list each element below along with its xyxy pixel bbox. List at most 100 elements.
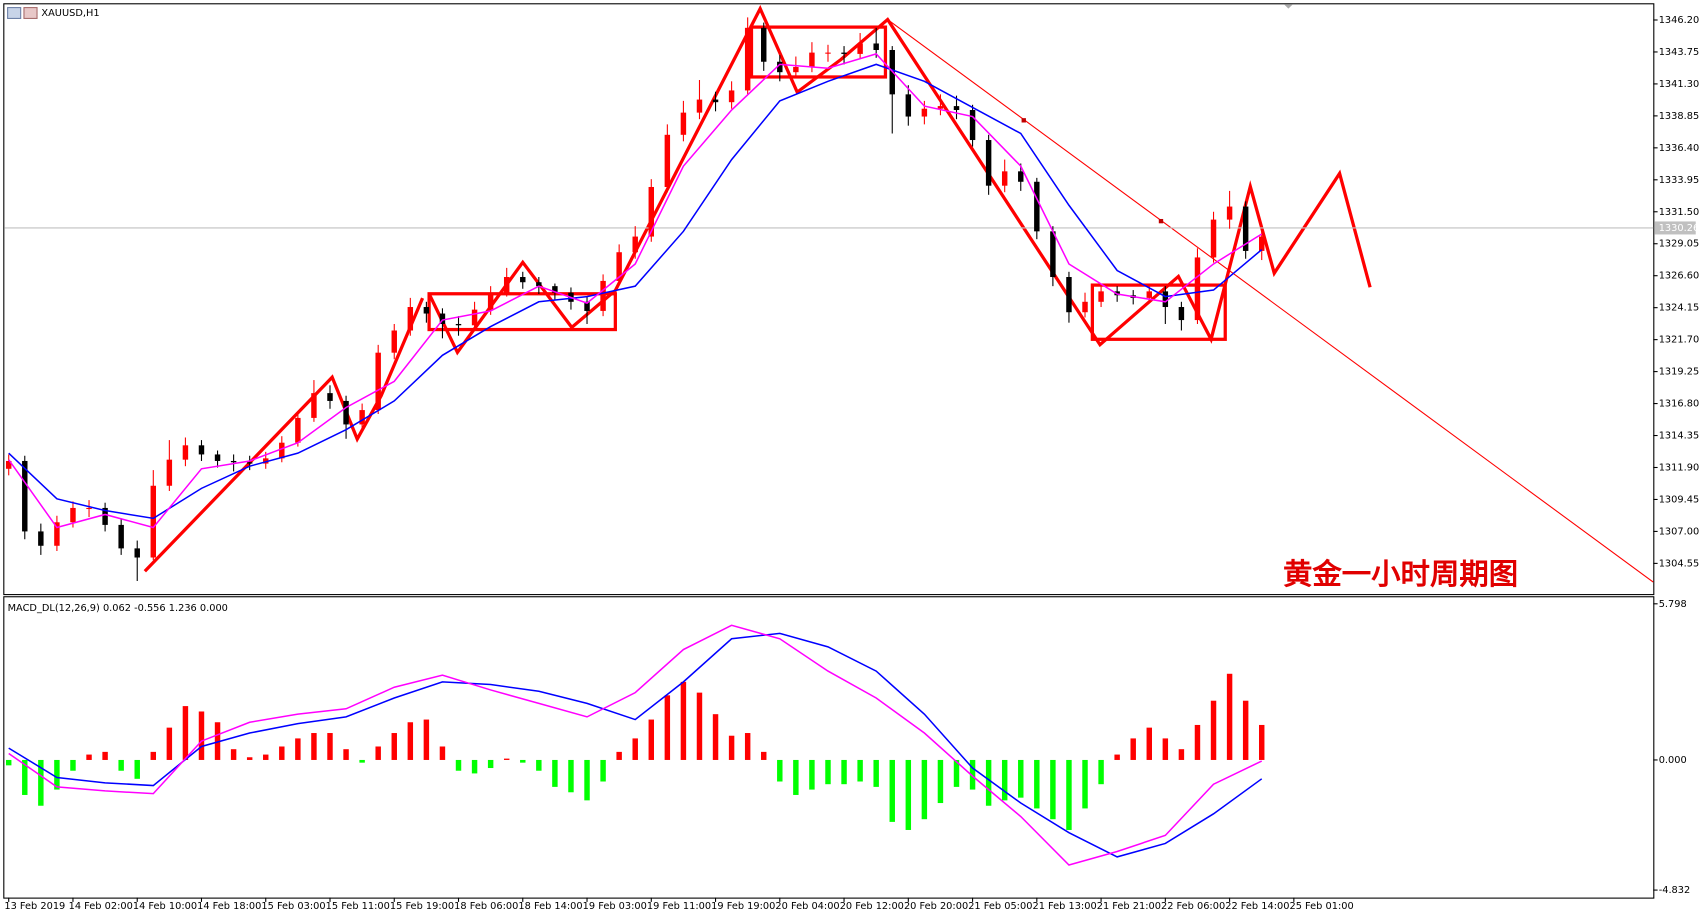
macd-bar (1130, 738, 1136, 760)
candle-body (552, 286, 558, 293)
x-tick-label: 18 Feb 06:00 (454, 901, 518, 912)
candle-body (1210, 219, 1217, 258)
candle-body (1001, 171, 1008, 186)
y-tick-label: 1319.25 (1659, 367, 1699, 378)
x-tick-label: 19 Feb 19:00 (711, 901, 775, 912)
macd-bar (1242, 700, 1249, 760)
macd-bar (503, 758, 510, 760)
candle-body (423, 307, 430, 314)
trend-anchor (1158, 218, 1164, 224)
candle-body (969, 110, 976, 141)
macd-bar (198, 711, 205, 760)
candle-body (279, 442, 285, 459)
macd-bar (54, 759, 60, 790)
candle-body (471, 309, 478, 326)
candle-body (38, 531, 44, 546)
x-tick-label: 21 Feb 13:00 (1032, 901, 1096, 912)
y-tick-label: 1321.70 (1659, 335, 1699, 346)
y-tick-label: 1346.20 (1659, 15, 1699, 26)
macd-bar (1226, 673, 1233, 760)
candle-body (873, 43, 879, 50)
candle-body (198, 445, 205, 455)
candle-body (664, 134, 671, 187)
candle-body (1066, 277, 1072, 313)
candle-body (246, 462, 253, 464)
y-tick-label: 1316.80 (1659, 399, 1699, 410)
candle-body (182, 445, 189, 460)
x-tick-label: 22 Feb 14:00 (1225, 901, 1289, 912)
candle-body (1082, 301, 1088, 313)
y-tick-label: 1329.05 (1659, 239, 1699, 250)
macd-bar (520, 759, 526, 763)
macd-bar (1194, 724, 1201, 760)
candle-body (905, 94, 912, 117)
candle-body (391, 330, 397, 353)
y-tick-label: 1338.85 (1659, 111, 1699, 122)
candle-body (230, 460, 237, 463)
macd-bar (680, 681, 687, 760)
candle-body (343, 400, 349, 425)
chart-annotation: 黄金一小时周期图 (1283, 557, 1518, 591)
x-tick-label: 15 Feb 03:00 (261, 901, 325, 912)
macd-bar (953, 759, 960, 787)
candle-body (520, 277, 526, 283)
y-tick-label: 1336.40 (1659, 143, 1699, 154)
macd-bar (487, 759, 494, 769)
candle-body (648, 186, 655, 237)
macd-bar (150, 751, 157, 760)
macd-bar (246, 757, 253, 760)
macd-bar (118, 759, 124, 771)
candle-body (118, 524, 124, 549)
x-tick-label: 20 Feb 12:00 (840, 901, 904, 912)
macd-label: MACD_DL(12,26,9) 0.062 -0.556 1.236 0.00… (8, 603, 228, 614)
trend-anchor (1021, 118, 1026, 123)
macd-panel (3, 596, 1655, 899)
macd-bar (407, 722, 414, 760)
candle-body (1034, 181, 1040, 232)
candle-body (841, 52, 847, 54)
candle-body (696, 99, 703, 113)
y-tick-label: 1304.55 (1659, 558, 1699, 569)
candle-body (1162, 291, 1169, 308)
macd-bar (728, 735, 735, 760)
macd-bar (568, 759, 574, 793)
candle-body (857, 43, 863, 54)
macd-bar (1098, 759, 1104, 785)
candle-body (86, 507, 92, 510)
candle-body (744, 27, 751, 91)
x-tick-label: 13 Feb 2019 (4, 901, 65, 912)
x-tick-label: 21 Feb 05:00 (968, 901, 1032, 912)
candle-body (1242, 206, 1249, 251)
candle-body (5, 460, 12, 469)
macd-bar (793, 759, 799, 795)
indicator-line (8, 624, 1263, 866)
candle-body (407, 307, 414, 331)
macd-bar (279, 746, 285, 760)
candle-body (150, 485, 157, 558)
macd-bar (632, 738, 638, 760)
x-tick-label: 15 Feb 11:00 (326, 901, 390, 912)
macd-bar (1162, 738, 1169, 760)
y-tick-label: 1333.95 (1659, 175, 1699, 186)
candle-body (825, 52, 831, 54)
macd-bar (327, 733, 333, 760)
macd-bar (857, 759, 863, 782)
macd-bar (1114, 754, 1120, 760)
macd-bar (777, 759, 783, 782)
candle-body (953, 106, 960, 111)
macd-bar (1259, 724, 1265, 760)
macd-bar (969, 759, 976, 790)
y-tick-label: 1307.00 (1659, 526, 1699, 537)
y-tick-label: 1331.50 (1659, 207, 1699, 218)
macd-bar (86, 754, 92, 760)
macd-bar (1034, 759, 1040, 809)
candle-body (937, 106, 944, 109)
x-tick-label: 18 Feb 14:00 (518, 901, 582, 912)
x-tick-label: 22 Feb 06:00 (1161, 901, 1225, 912)
macd-bar (102, 751, 108, 760)
macd-bar (648, 719, 655, 760)
y-tick-label: 0.000 (1659, 755, 1687, 766)
macd-bar (343, 749, 349, 760)
